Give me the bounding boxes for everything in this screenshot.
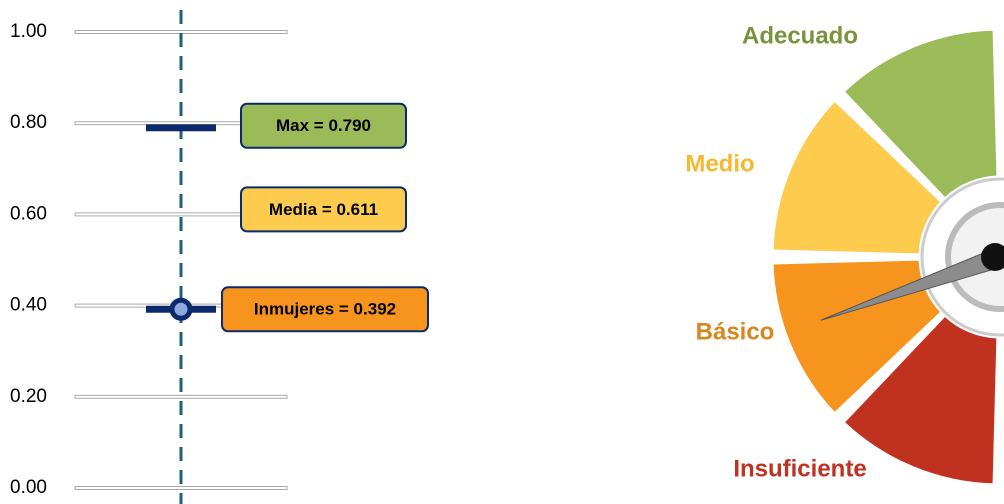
marker-point [169,297,193,321]
gauge-pivot [981,243,1004,271]
value-label: Inmujeres = 0.392 [254,300,396,319]
y-tick-label: 1.00 [10,21,47,42]
label-box [240,102,407,149]
gauge-segment [841,27,1000,201]
label-box [240,186,407,233]
gauge-segment [770,257,944,416]
y-tick-label: 0.80 [10,112,47,133]
y-tick-label: 0.40 [10,295,47,316]
gauge-segment [770,98,944,257]
grid-line [74,486,288,490]
label-box [221,286,429,333]
marker-bar [146,124,216,132]
gauge-label: Medio [685,150,754,177]
value-label: Max = 0.790 [276,116,371,135]
grid-line [74,394,288,399]
value-label: Media = 0.611 [269,200,378,219]
gauge-label: Básico [696,318,775,345]
y-tick-label: 0.60 [10,203,47,224]
y-tick-label: 0.20 [10,386,47,407]
y-tick-label: 0.00 [10,477,47,498]
gauge-segment [841,313,1000,487]
gauge-label: Insuficiente [733,455,866,482]
gauge-label: Adecuado [742,22,858,49]
